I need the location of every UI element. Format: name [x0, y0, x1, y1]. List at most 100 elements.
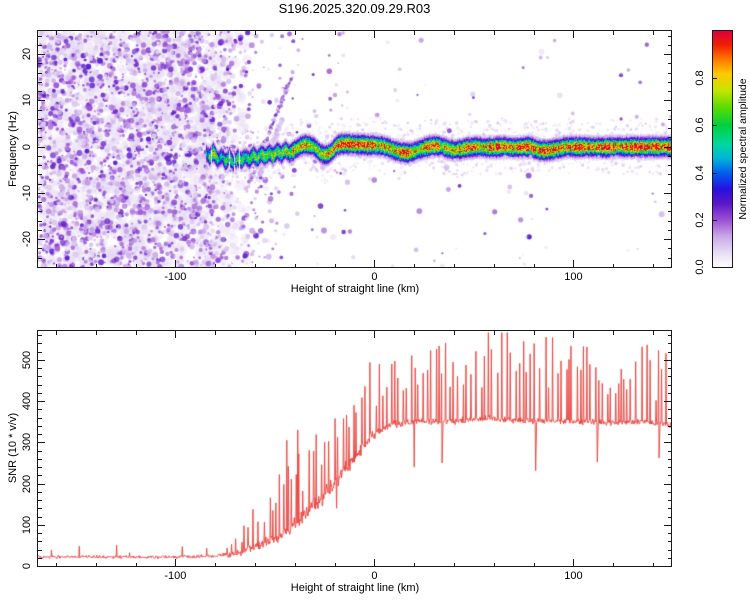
axis-tick	[215, 31, 217, 35]
axis-tick	[493, 562, 495, 566]
top-x-axis-label: Height of straight line (km)	[290, 283, 420, 295]
axis-tick	[38, 202, 42, 204]
y-tick-label: 0	[21, 143, 33, 150]
axis-tick	[414, 331, 416, 335]
axis-tick	[95, 31, 97, 35]
y-tick-label: 0	[21, 562, 33, 570]
axis-tick	[454, 562, 456, 566]
axis-tick	[38, 392, 42, 394]
axis-tick	[713, 125, 717, 127]
axis-tick	[175, 331, 177, 338]
axis-tick	[38, 81, 42, 83]
axis-tick	[493, 331, 495, 335]
axis-tick	[175, 260, 177, 267]
axis-tick	[55, 31, 57, 35]
axis-tick	[334, 562, 336, 566]
y-tick-label: 500	[21, 350, 33, 370]
axis-tick	[294, 263, 296, 267]
axis-tick	[664, 54, 671, 56]
axis-tick	[38, 63, 42, 65]
axis-tick	[493, 31, 495, 35]
spectrogram-canvas	[38, 31, 671, 267]
axis-tick	[95, 263, 97, 267]
axis-tick	[38, 192, 45, 194]
axis-tick	[38, 557, 42, 559]
axis-tick	[667, 128, 671, 130]
bottom-y-axis-label: SNR (10 * v/v)	[7, 412, 19, 484]
axis-tick	[135, 31, 137, 35]
axis-tick	[38, 72, 42, 74]
axis-tick	[664, 100, 671, 102]
axis-tick	[55, 331, 57, 335]
axis-tick	[493, 263, 495, 267]
axis-tick	[38, 100, 45, 102]
axis-tick	[667, 557, 671, 559]
axis-tick	[613, 31, 615, 35]
axis-tick	[38, 165, 42, 167]
axis-tick	[667, 118, 671, 120]
axis-tick	[38, 458, 42, 460]
axis-tick	[667, 109, 671, 111]
axis-tick	[667, 202, 671, 204]
axis-tick	[667, 220, 671, 222]
axis-tick	[38, 368, 42, 370]
axis-tick	[38, 155, 42, 157]
axis-tick	[667, 467, 671, 469]
axis-tick	[294, 562, 296, 566]
axis-tick	[38, 425, 42, 427]
axis-tick	[38, 239, 45, 241]
axis-tick	[667, 137, 671, 139]
colorbar-tick-label: 0.6	[694, 117, 706, 134]
axis-tick	[667, 500, 671, 502]
axis-tick	[38, 229, 42, 231]
axis-tick	[38, 549, 42, 551]
axis-tick	[454, 263, 456, 267]
axis-tick	[38, 351, 42, 353]
axis-tick	[38, 91, 42, 93]
axis-tick	[653, 31, 655, 35]
axis-tick	[713, 219, 717, 221]
axis-tick	[38, 211, 42, 213]
axis-tick	[667, 450, 671, 452]
axis-tick	[38, 500, 42, 502]
axis-tick	[414, 31, 416, 35]
axis-tick	[454, 31, 456, 35]
axis-tick	[667, 533, 671, 535]
axis-tick	[38, 257, 42, 259]
axis-tick	[667, 458, 671, 460]
axis-tick	[533, 31, 535, 35]
axis-tick	[38, 516, 42, 518]
axis-tick	[533, 331, 535, 335]
spectrogram-panel	[37, 30, 672, 268]
axis-tick	[667, 165, 671, 167]
axis-tick	[38, 174, 42, 176]
axis-tick	[38, 450, 42, 452]
axis-tick	[38, 417, 42, 419]
axis-tick	[38, 524, 45, 526]
axis-tick	[664, 442, 671, 444]
axis-tick	[38, 128, 42, 130]
axis-tick	[667, 183, 671, 185]
axis-tick	[667, 541, 671, 543]
axis-tick	[38, 146, 45, 148]
axis-tick	[38, 343, 42, 345]
axis-tick	[38, 491, 42, 493]
y-tick-label: 200	[21, 474, 33, 493]
y-tick-label: 300	[21, 433, 33, 452]
axis-tick	[613, 263, 615, 267]
axis-tick	[664, 359, 671, 361]
axis-tick	[38, 401, 45, 403]
y-tick-label: 400	[21, 391, 33, 411]
colorbar-tick-label: 0.8	[694, 70, 706, 86]
y-tick-label: -20	[21, 231, 33, 248]
axis-tick	[38, 541, 42, 543]
axis-tick	[667, 384, 671, 386]
x-tick-label: 100	[564, 271, 583, 283]
axis-tick	[334, 263, 336, 267]
axis-tick	[667, 257, 671, 259]
axis-tick	[573, 31, 575, 38]
axis-tick	[667, 475, 671, 477]
axis-tick	[38, 54, 45, 56]
axis-tick	[374, 260, 376, 267]
